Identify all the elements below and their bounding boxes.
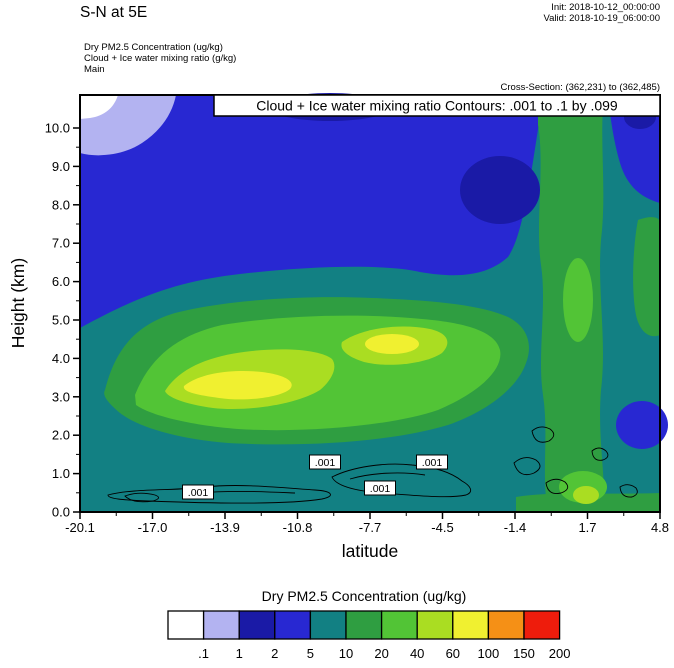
field-line-1: Dry PM2.5 Concentration (ug/kg) bbox=[84, 42, 223, 53]
contour-label: .001 bbox=[422, 457, 443, 469]
plot-title-rect bbox=[213, 94, 661, 117]
y-tick-label: 3.0 bbox=[52, 389, 70, 404]
legend-tick-label: 100 bbox=[478, 646, 500, 661]
y-tick-label: 7.0 bbox=[52, 236, 70, 251]
cross-section-label: Cross-Section: (362,231) to (362,485) bbox=[501, 82, 660, 93]
contour-labels: .001 .001 .001 .001 bbox=[182, 454, 448, 500]
contour-label: .001 bbox=[188, 487, 209, 499]
y-tick-label: 2.0 bbox=[52, 428, 70, 443]
legend-tick-label: 40 bbox=[410, 646, 424, 661]
init-timestamp: Init: 2018-10-12_00:00:00 bbox=[551, 2, 660, 13]
y-tick-label: 1.0 bbox=[52, 466, 70, 481]
y-tick-label: 8.0 bbox=[52, 197, 70, 212]
x-tick-label: -1.4 bbox=[504, 520, 526, 535]
field-blue-right-patch bbox=[616, 401, 668, 449]
field-green-right-edge bbox=[633, 217, 660, 337]
legend-tick-label: 200 bbox=[549, 646, 571, 661]
legend-swatch bbox=[487, 610, 525, 640]
field-lime-bottom-spot bbox=[573, 486, 599, 504]
plot-field: .001 .001 .001 .001 bbox=[80, 93, 668, 512]
x-tick-label: -20.1 bbox=[65, 520, 95, 535]
page-title: S-N at 5E bbox=[80, 4, 147, 21]
legend-swatch bbox=[452, 610, 490, 640]
legend-swatch bbox=[202, 610, 240, 640]
y-tick-label: 4.0 bbox=[52, 351, 70, 366]
legend-title: Dry PM2.5 Concentration (ug/kg) bbox=[262, 588, 467, 604]
legend-tick-label: .1 bbox=[198, 646, 209, 661]
legend-swatch bbox=[345, 610, 383, 640]
plot-title-box: Cloud + Ice water mixing ratio Contours:… bbox=[213, 94, 661, 117]
y-tick-label: 9.0 bbox=[52, 159, 70, 174]
contour-label-box bbox=[309, 454, 341, 470]
legend-swatch bbox=[309, 610, 347, 640]
field-line-3: Main bbox=[84, 64, 105, 75]
y-tick-label: 0.0 bbox=[52, 505, 70, 520]
x-tick-label: -10.8 bbox=[283, 520, 313, 535]
field-bright-green-column-bit bbox=[563, 258, 593, 342]
field-yellow-core-left bbox=[183, 371, 292, 400]
legend-swatch bbox=[274, 610, 312, 640]
y-tick-label: 10.0 bbox=[45, 121, 70, 136]
field-navy-right-patch bbox=[460, 156, 540, 224]
x-ticks: -20.1 -17.0 -13.9 -10.8 -7.7 -4.5 -1.4 1.7 4.8 bbox=[65, 512, 669, 535]
y-axis-label: Height (km) bbox=[8, 258, 28, 348]
field-white-minimum bbox=[80, 95, 118, 119]
x-axis-label: latitude bbox=[342, 541, 398, 561]
legend-tick-label: 5 bbox=[307, 646, 314, 661]
contour-label: .001 bbox=[315, 457, 336, 469]
legend-swatch bbox=[416, 610, 454, 640]
contour-label-box bbox=[182, 484, 214, 500]
x-tick-label: -4.5 bbox=[431, 520, 453, 535]
legend-tick-label: 20 bbox=[374, 646, 388, 661]
legend-swatch bbox=[167, 610, 205, 640]
contour-label-box bbox=[364, 480, 396, 496]
legend-swatch bbox=[238, 610, 276, 640]
legend-tick-label: 10 bbox=[339, 646, 353, 661]
legend-tick-label: 60 bbox=[446, 646, 460, 661]
field-yellow-core-right bbox=[365, 334, 419, 354]
y-ticks: 0.0 1.0 2.0 3.0 4.0 5.0 6.0 7.0 8.0 9.0 10.0 bbox=[45, 121, 80, 520]
x-tick-label: 1.7 bbox=[578, 520, 596, 535]
y-tick-label: 5.0 bbox=[52, 313, 70, 328]
legend-tick-label: 150 bbox=[513, 646, 535, 661]
contour-label-box bbox=[416, 454, 448, 470]
y-tick-label: 6.0 bbox=[52, 274, 70, 289]
plot-title: Cloud + Ice water mixing ratio Contours:… bbox=[256, 98, 618, 114]
field-line-2: Cloud + Ice water mixing ratio (g/kg) bbox=[84, 53, 236, 64]
legend-boxes bbox=[167, 610, 561, 640]
x-tick-label: 4.8 bbox=[651, 520, 669, 535]
legend-swatch bbox=[380, 610, 418, 640]
contour-label: .001 bbox=[370, 483, 391, 495]
header: S-N at 5E Init: 2018-10-12_00:00:00 Vali… bbox=[80, 2, 660, 93]
x-tick-label: -13.9 bbox=[210, 520, 240, 535]
legend-tick-label: 2 bbox=[271, 646, 278, 661]
legend: Dry PM2.5 Concentration (ug/kg) .1 1 2 5 10 2… bbox=[167, 588, 570, 661]
x-tick-label: -17.0 bbox=[138, 520, 168, 535]
legend-tick-label: 1 bbox=[236, 646, 243, 661]
axes: 0.0 1.0 2.0 3.0 4.0 5.0 6.0 7.0 8.0 9.0 10.0 -20.1… bbox=[8, 121, 669, 562]
legend-labels: .1 1 2 5 10 20 40 60 100 150 200 bbox=[198, 646, 570, 661]
x-tick-label: -7.7 bbox=[359, 520, 381, 535]
legend-swatch bbox=[523, 610, 561, 640]
valid-timestamp: Valid: 2018-10-19_06:00:00 bbox=[543, 13, 660, 24]
